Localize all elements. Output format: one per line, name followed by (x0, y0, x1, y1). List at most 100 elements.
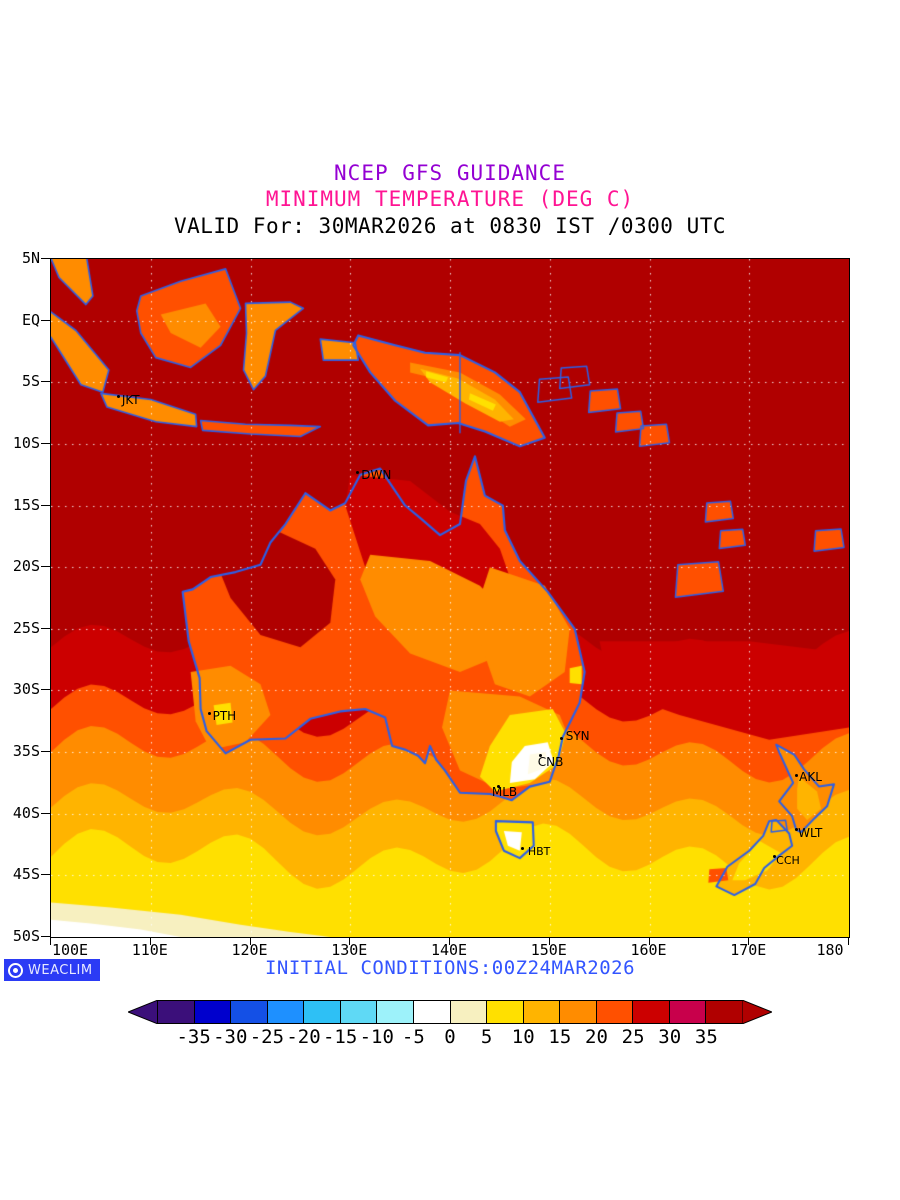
city-label-hbt: HBT (527, 845, 551, 859)
city-label-mlb: MLB (491, 784, 518, 799)
colorbar (128, 1000, 772, 1024)
temperature-heatmap (51, 259, 849, 937)
city-label-dwn: DWN (361, 468, 392, 483)
y-axis-tick-5S: 5S (21, 372, 40, 391)
y-axis-tick-35S: 35S (12, 742, 40, 761)
city-marker-wlt (795, 827, 799, 831)
colorbar-swatch-7 (413, 1001, 451, 1023)
colorbar-tick--20: -20 (286, 1026, 321, 1048)
x-axis-tick-mark (50, 938, 51, 945)
city-label-cnb: CNB (537, 754, 564, 769)
x-axis-tick-mark (449, 938, 450, 945)
colorbar-tick-5: 5 (480, 1026, 493, 1048)
x-axis-tick-120E: 120E (231, 941, 268, 959)
colorbar-swatch-4 (304, 1001, 341, 1023)
x-axis-tick-mark (848, 938, 849, 945)
city-marker-akl (795, 773, 799, 777)
y-axis-tick-10S: 10S (12, 433, 40, 452)
chart-title-validtime: VALID For: 30MAR2026 at 0830 IST /0300 U… (173, 214, 726, 238)
city-marker-cch (773, 854, 777, 858)
x-axis-tick-mark (149, 938, 151, 945)
colorbar-tick-15: 15 (548, 1026, 572, 1048)
city-marker-syn (559, 736, 563, 740)
y-axis-tick-mark (41, 751, 50, 753)
city-marker-jkt (116, 395, 120, 399)
x-axis-tick-110E: 110E (131, 941, 168, 959)
y-axis-tick-mark (41, 627, 50, 629)
colorbar-swatch-5 (340, 1001, 378, 1023)
title-block: NCEP GFS GUIDANCE MINIMUM TEMPERATURE (D… (0, 160, 900, 240)
colorbar-tick-35: 35 (694, 1026, 718, 1048)
colorbar-swatch-0 (158, 1001, 195, 1023)
city-label-akl: AKL (799, 769, 822, 784)
colorbar-tick--25: -25 (249, 1026, 285, 1048)
x-axis-tick-mark (349, 938, 351, 945)
colorbar-tick-25: 25 (621, 1026, 645, 1048)
y-axis-tick-mark (41, 936, 50, 937)
city-marker-hbt (520, 847, 524, 851)
y-axis-tick-mark (41, 442, 50, 444)
x-axis-tick-160E: 160E (630, 941, 667, 959)
x-axis-tick-130E: 130E (331, 941, 368, 959)
chart-title-model: NCEP GFS GUIDANCE (334, 161, 566, 185)
y-axis-tick-40S: 40S (12, 803, 40, 822)
colorbar-swatch-1 (194, 1001, 232, 1023)
city-label-pth: PTH (212, 708, 237, 723)
city-label-cch: CCH (776, 853, 800, 867)
colorbar-tick-labels: -35 -30 -25 -20 -15 -10 -5 0 5 10 15 20 25 30 35 (128, 1026, 772, 1050)
x-axis-tick-mark (249, 938, 251, 945)
colorbar-tick--35: -35 (176, 1026, 211, 1048)
city-marker-pth (207, 711, 211, 715)
colorbar-swatches (157, 1000, 743, 1024)
colorbar-swatch-11 (560, 1001, 597, 1023)
x-axis-tick-150E: 150E (530, 941, 567, 959)
colorbar-swatch-6 (377, 1001, 414, 1023)
city-label-jkt: JKT (121, 393, 140, 408)
y-axis-tick-mark (41, 812, 50, 814)
city-marker-cnb (538, 753, 542, 757)
y-axis-tick-5N: 5N (21, 249, 40, 267)
y-axis-tick-45S: 45S (12, 865, 40, 884)
y-axis-tick-mark (41, 504, 50, 506)
colorbar-tick-30: 30 (658, 1026, 682, 1048)
y-axis-tick-EQ: EQ (21, 310, 40, 329)
colorbar-swatch-14 (669, 1001, 707, 1023)
y-axis-tick-30S: 30S (12, 680, 40, 699)
colorbar-over-arrow (742, 1000, 772, 1024)
y-axis-tick-mark (41, 874, 50, 876)
y-axis-tick-15S: 15S (12, 495, 40, 514)
city-marker-mlb (496, 784, 500, 788)
map-plot-frame (50, 258, 850, 938)
colorbar-swatch-12 (596, 1001, 634, 1023)
x-axis-tick-180: 180 (816, 941, 844, 959)
colorbar-tick-0: 0 (444, 1026, 456, 1048)
y-axis-tick-mark (41, 319, 50, 321)
colorbar-tick--10: -10 (359, 1026, 394, 1048)
colorbar-swatch-13 (633, 1001, 670, 1023)
y-axis-tick-mark (41, 689, 50, 691)
colorbar-swatch-10 (523, 1001, 561, 1023)
colorbar-tick-10: 10 (511, 1026, 535, 1048)
chart-title-variable: MINIMUM TEMPERATURE (DEG C) (265, 187, 635, 211)
y-axis-labels: 5N EQ 5S 10S 15S 20S 25S 30S 35S 40S 45S 50S (0, 0, 40, 1200)
colorbar-under-arrow (128, 1000, 158, 1024)
weaclim-logo-label: WEACLIM (28, 962, 93, 978)
colorbar-swatch-8 (450, 1001, 488, 1023)
colorbar-swatch-15 (706, 1001, 742, 1023)
x-axis-tick-mark (748, 938, 750, 945)
colorbar-tick-20: 20 (585, 1026, 608, 1048)
colorbar-tick--5: -5 (401, 1026, 425, 1048)
x-axis-tick-140E: 140E (430, 941, 468, 959)
x-axis-tick-100E: 100E (51, 941, 89, 959)
colorbar-tick--15: -15 (322, 1026, 358, 1048)
y-axis-tick-50S: 50S (12, 927, 40, 945)
city-marker-dwn (356, 471, 360, 475)
x-axis-tick-170E: 170E (730, 941, 767, 959)
y-axis-tick-mark (41, 566, 50, 568)
y-axis-tick-mark (41, 381, 50, 383)
initial-conditions-text: INITIAL CONDITIONS:00Z24MAR2026 (264, 957, 636, 979)
colorbar-swatch-9 (487, 1001, 524, 1023)
y-axis-tick-25S: 25S (12, 618, 40, 637)
x-axis-tick-mark (648, 938, 650, 945)
x-axis-tick-mark (548, 938, 550, 945)
